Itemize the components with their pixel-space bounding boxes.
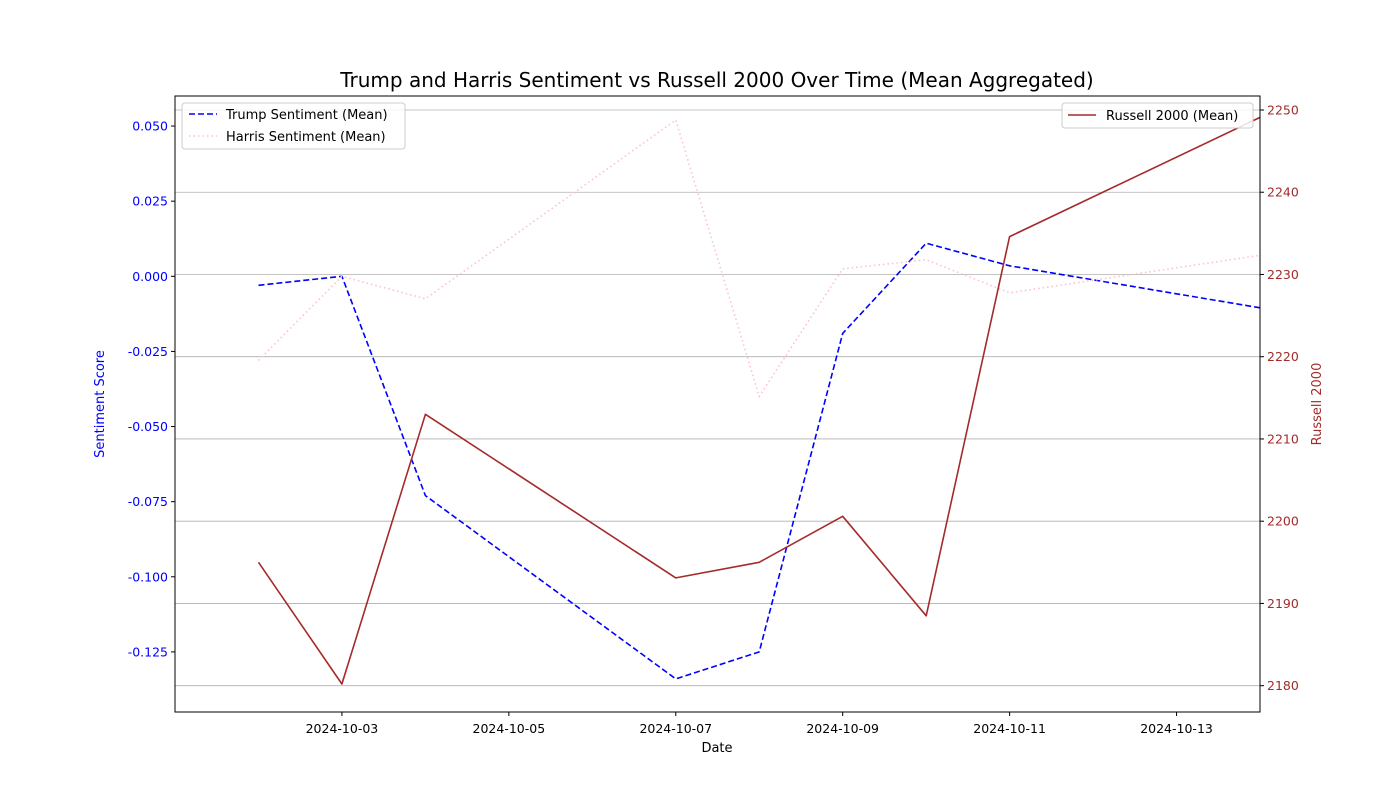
- x-tick-label: 2024-10-07: [639, 721, 712, 736]
- series-lines: [257, 116, 1261, 685]
- legend-right-frame: [1061, 102, 1254, 129]
- x-tick-label: 2024-10-03: [306, 721, 379, 736]
- legend-right: Russell 2000 (Mean): [1061, 102, 1254, 129]
- y-tick-label: 0.000: [132, 269, 168, 284]
- y-tick-label: -0.050: [128, 419, 168, 434]
- tick-marks: 0.050 0.025 0.000 -0.025 -0.050 -0.075 -0.100 -…: [128, 102, 1299, 736]
- y-tick-label: -0.025: [128, 344, 168, 359]
- chart-title: Trump and Harris Sentiment vs Russell 20…: [339, 68, 1094, 92]
- y-tick-label: -0.100: [128, 569, 168, 584]
- y2-tick-label: 2180: [1267, 678, 1299, 693]
- series-line-trump: [258, 242, 1261, 680]
- series-line-russell: [257, 116, 1261, 685]
- x-tick-label: 2024-10-13: [1140, 721, 1213, 736]
- y-tick-label: 0.050: [132, 119, 168, 134]
- x-tick-label: 2024-10-09: [806, 721, 879, 736]
- y-tick-label: -0.075: [128, 494, 168, 509]
- legend-left: Trump Sentiment (Mean) Harris Sentiment …: [181, 102, 406, 150]
- x-axis-label: Date: [701, 741, 732, 756]
- axes-frame: [174, 95, 1261, 713]
- series-line-harris: [257, 119, 1261, 398]
- y2-axis-label: Russell 2000: [1310, 363, 1325, 446]
- legend-label-trump: Trump Sentiment (Mean): [225, 108, 388, 123]
- legend-label-russell: Russell 2000 (Mean): [1106, 109, 1238, 124]
- y2-tick-label: 2210: [1267, 431, 1299, 446]
- y2-tick-label: 2190: [1267, 596, 1299, 611]
- y2-tick-label: 2200: [1267, 514, 1299, 529]
- y2-tick-label: 2240: [1267, 185, 1299, 200]
- legend-left-frame: [181, 102, 406, 150]
- y2-tick-label: 2230: [1267, 267, 1299, 282]
- axes: [174, 95, 1261, 713]
- legend-label-harris: Harris Sentiment (Mean): [226, 130, 386, 145]
- x-tick-label: 2024-10-11: [973, 721, 1046, 736]
- y2-tick-label: 2250: [1267, 102, 1299, 117]
- y-tick-label: 0.025: [132, 194, 168, 209]
- y-tick-label: -0.125: [128, 644, 168, 659]
- y-axis-label: Sentiment Score: [93, 350, 108, 458]
- y2-tick-label: 2220: [1267, 349, 1299, 364]
- x-tick-label: 2024-10-05: [473, 721, 546, 736]
